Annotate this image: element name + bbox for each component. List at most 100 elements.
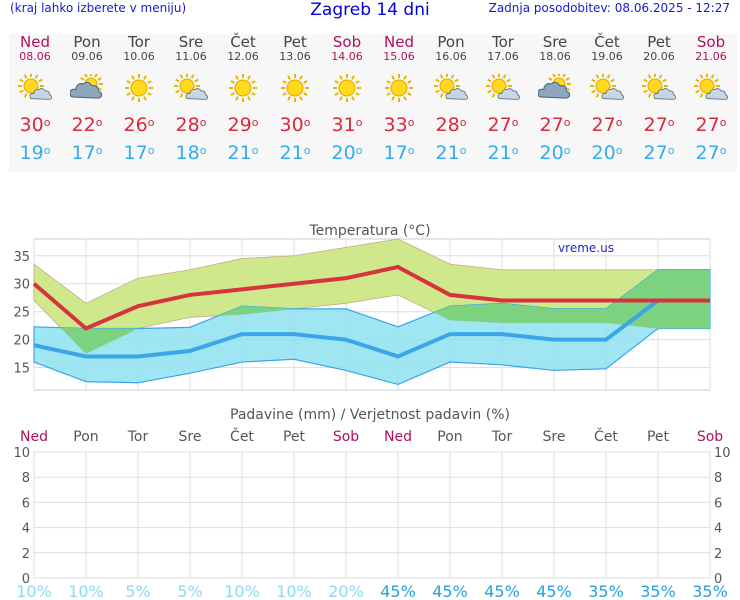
max-temp: 27o bbox=[591, 114, 623, 136]
precip-probability-label: 45% bbox=[380, 582, 416, 600]
min-temp: 21o bbox=[487, 142, 519, 164]
sun-cloud-icon bbox=[486, 74, 520, 100]
sun-cloud-icon bbox=[642, 74, 676, 100]
min-temp: 20o bbox=[591, 142, 623, 164]
day-column: Pet 20.06 27o 27o bbox=[633, 34, 685, 164]
precip-day-label: Sre bbox=[179, 429, 202, 445]
day-name: Tor bbox=[128, 33, 150, 51]
precip-y-tick-label-right: 8 bbox=[714, 471, 722, 486]
precip-probability-label: 45% bbox=[536, 582, 572, 600]
min-temp: 17o bbox=[123, 142, 155, 164]
precip-probability-label: 35% bbox=[692, 582, 728, 600]
sun-icon bbox=[385, 74, 413, 102]
max-temp: 31o bbox=[331, 114, 363, 136]
precip-day-label: Čet bbox=[594, 427, 618, 445]
min-temp-line bbox=[33, 298, 710, 359]
precip-y-tick-label-left: 0 bbox=[22, 572, 30, 587]
min-temp: 17o bbox=[383, 142, 415, 164]
day-column: Čet 12.06 29o 21o bbox=[217, 34, 269, 164]
min-temp: 20o bbox=[331, 142, 363, 164]
day-column: Tor 10.06 26o 17o bbox=[113, 34, 165, 164]
sun-icon bbox=[229, 74, 257, 102]
max-temp: 28o bbox=[175, 114, 207, 136]
precip-probability-label: 45% bbox=[484, 582, 520, 600]
day-name: Sre bbox=[542, 33, 568, 51]
precip-day-label: Tor bbox=[491, 429, 513, 445]
sun-cloud-icon bbox=[694, 74, 728, 100]
cloud-sun-icon bbox=[70, 74, 103, 99]
max-temp: 33o bbox=[383, 114, 415, 136]
precip-y-tick-label-right: 4 bbox=[714, 522, 722, 537]
max-temp: 26o bbox=[123, 114, 155, 136]
day-date: 08.06 bbox=[19, 50, 51, 63]
sun-cloud-icon bbox=[434, 74, 468, 100]
max-temp: 28o bbox=[435, 114, 467, 136]
precip-y-tick-label-left: 8 bbox=[22, 471, 30, 486]
day-name: Sob bbox=[332, 33, 362, 51]
sun-icon bbox=[281, 74, 309, 102]
day-column: Sre 11.06 28o 18o bbox=[165, 34, 217, 164]
precip-y-tick-label-right: 10 bbox=[714, 446, 731, 461]
day-column: Ned 08.06 30o 19o bbox=[9, 34, 61, 164]
precipitation-plot-frame bbox=[33, 451, 711, 579]
day-name: Pet bbox=[283, 33, 307, 51]
last-update: Zadnja posodobitev: 08.06.2025 - 12:27 bbox=[488, 1, 730, 15]
daily-forecast-strip: Ned 08.06 30o 19o Pon 09.06 22o 17o Tor 10.06 26… bbox=[9, 34, 737, 172]
precip-day-label: Pon bbox=[73, 429, 98, 445]
min-temp: 21o bbox=[279, 142, 311, 164]
day-date: 15.06 bbox=[383, 50, 415, 63]
day-date: 17.06 bbox=[487, 50, 519, 63]
temperature-y-tick-label: 25 bbox=[13, 306, 30, 321]
day-column: Pon 16.06 28o 21o bbox=[425, 34, 477, 164]
temperature-y-tick-label: 20 bbox=[13, 334, 30, 349]
day-date: 21.06 bbox=[695, 50, 727, 63]
temperature-chart-title: Temperatura (°C) bbox=[308, 223, 430, 239]
day-name: Pet bbox=[647, 33, 671, 51]
watermark-label: vreme.us bbox=[558, 241, 614, 255]
max-temp: 30o bbox=[19, 114, 51, 136]
day-date: 12.06 bbox=[227, 50, 259, 63]
precip-y-tick-label-left: 4 bbox=[22, 522, 30, 537]
precip-day-label: Ned bbox=[384, 429, 412, 445]
precip-y-tick-label-left: 2 bbox=[22, 547, 30, 562]
precip-probability-label: 45% bbox=[432, 582, 468, 600]
day-date: 19.06 bbox=[591, 50, 623, 63]
precip-probability-label: 10% bbox=[276, 582, 312, 600]
min-temp: 21o bbox=[227, 142, 259, 164]
precip-probability-label: 5% bbox=[125, 582, 150, 600]
min-temp: 17o bbox=[71, 142, 103, 164]
day-date: 09.06 bbox=[71, 50, 103, 63]
temperature-y-tick-label: 30 bbox=[13, 278, 30, 293]
precip-day-label: Sob bbox=[333, 429, 359, 445]
day-name: Pon bbox=[73, 33, 101, 51]
precip-day-label: Tor bbox=[127, 429, 149, 445]
min-temp: 21o bbox=[435, 142, 467, 164]
min-temp: 20o bbox=[539, 142, 571, 164]
precip-day-label: Sob bbox=[697, 429, 723, 445]
page-title: Zagreb 14 dni bbox=[310, 0, 430, 20]
sun-cloud-icon bbox=[174, 74, 208, 100]
min-temp: 19o bbox=[19, 142, 51, 164]
day-column: Sob 14.06 31o 20o bbox=[321, 34, 373, 164]
precip-day-label: Pet bbox=[647, 429, 670, 445]
max-temp: 27o bbox=[539, 114, 571, 136]
day-name: Tor bbox=[492, 33, 514, 51]
temperature-y-tick-label: 35 bbox=[13, 250, 30, 265]
precip-y-tick-label-left: 10 bbox=[13, 446, 30, 461]
precip-day-label: Ned bbox=[20, 429, 48, 445]
max-temp: 22o bbox=[71, 114, 103, 136]
max-temp-line bbox=[32, 264, 710, 331]
day-date: 18.06 bbox=[539, 50, 571, 63]
day-date: 10.06 bbox=[123, 50, 155, 63]
day-date: 20.06 bbox=[643, 50, 675, 63]
max-temp: 27o bbox=[643, 114, 675, 136]
min-temp: 27o bbox=[643, 142, 675, 164]
charts-area: Temperatura (°C)1520253035vreme.usPadavi… bbox=[13, 223, 731, 600]
sun-icon bbox=[125, 74, 153, 102]
day-name: Sob bbox=[696, 33, 726, 51]
day-column: Pet 13.06 30o 21o bbox=[269, 34, 321, 164]
cloud-sun-icon bbox=[538, 74, 571, 99]
day-column: Čet 19.06 27o 20o bbox=[581, 34, 633, 164]
day-date: 11.06 bbox=[175, 50, 207, 63]
day-name: Ned bbox=[384, 33, 414, 51]
